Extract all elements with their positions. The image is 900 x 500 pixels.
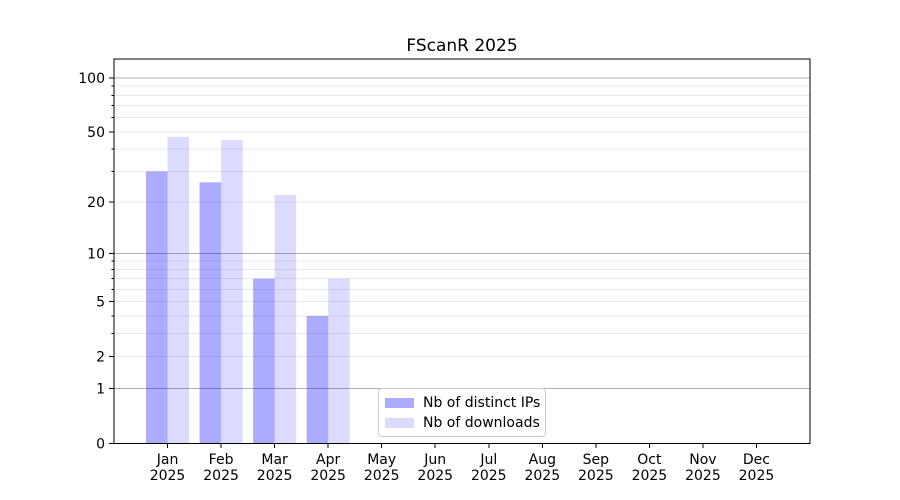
x-tick-label: Jul 2025 [471,452,507,484]
x-tick-label: Mar 2025 [257,452,293,484]
bar-downloads-feb [221,140,243,444]
x-tick-label: Oct 2025 [632,452,668,484]
bar-distinct-ips-mar [253,278,275,444]
x-tick-label: May 2025 [364,452,400,484]
legend-label-distinct-ips: Nb of distinct IPs [423,395,541,411]
y-tick-label: 50 [87,125,105,141]
legend-swatch-downloads-icon [385,418,414,428]
y-tick-label: 20 [87,195,105,211]
y-tick-label: 5 [96,295,105,311]
x-tick-label: Nov 2025 [685,452,721,484]
plot-border [113,58,811,445]
x-tick-label: Feb 2025 [203,452,239,484]
y-tick-label: 1 [96,382,105,398]
x-tick-label: Jun 2025 [417,452,453,484]
x-tick-label: Sep 2025 [578,452,614,484]
legend-label-downloads: Nb of downloads [423,415,540,431]
x-tick-label: Aug 2025 [524,452,560,484]
y-tick-label: 100 [78,71,105,87]
legend-row-downloads: Nb of downloads [385,415,540,431]
bar-distinct-ips-apr [306,315,329,444]
y-tick-label: 0 [96,437,105,453]
x-tick-label: Apr 2025 [310,452,346,484]
y-tick-label: 2 [96,349,105,365]
chart-title: FScanR 2025 [406,36,518,56]
bar-downloads-mar [274,195,297,444]
y-tick-label: 10 [87,246,105,262]
legend-row-distinct-ips: Nb of distinct IPs [385,395,541,411]
legend: Nb of distinct IPs Nb of downloads [378,388,546,437]
x-tick-label: Dec 2025 [739,452,775,484]
bar-distinct-ips-feb [199,182,222,444]
x-tick-label: Jan 2025 [150,452,186,484]
bar-downloads-jan [167,136,190,444]
bar-distinct-ips-jan [146,171,168,444]
bar-downloads-apr [328,278,350,444]
legend-swatch-distinct-ips-icon [385,398,414,408]
